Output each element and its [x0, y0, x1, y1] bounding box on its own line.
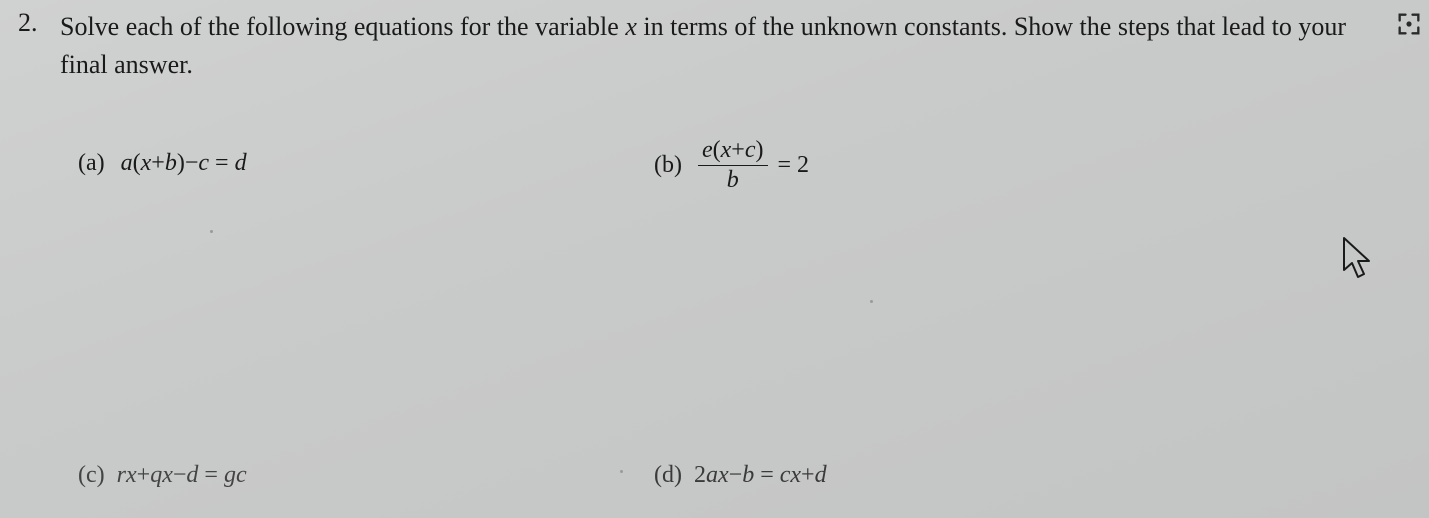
worksheet-page: 2. Solve each of the following equations…	[0, 0, 1429, 518]
problem-variable: x	[625, 12, 637, 41]
part-b-numerator: e(x+c)	[698, 138, 768, 163]
speck	[210, 230, 213, 233]
problem-text: Solve each of the following equations fo…	[60, 8, 1389, 83]
part-d-label: (d)	[654, 462, 682, 489]
part-a-label: (a)	[78, 150, 105, 177]
part-c-label: (c)	[78, 462, 105, 489]
part-b-equals: = 2	[778, 152, 810, 179]
part-c: (c) rx+qx−d = gc	[78, 462, 247, 489]
part-b-denominator: b	[723, 168, 743, 193]
part-b-fraction: e(x+c) b	[698, 138, 768, 193]
speck	[870, 300, 873, 303]
problem-number: 2.	[18, 8, 38, 38]
fraction-bar	[698, 165, 768, 166]
part-d: (d) 2ax−b = cx+d	[654, 462, 827, 489]
part-a-equation: a(x+b)−c = d	[121, 150, 247, 177]
expand-icon[interactable]	[1395, 10, 1423, 38]
part-a: (a) a(x+b)−c = d	[78, 150, 247, 177]
problem-text-pre: Solve each of the following equations fo…	[60, 12, 625, 41]
part-c-equation: rx+qx−d = gc	[117, 462, 247, 489]
cursor-arrow-icon	[1339, 235, 1379, 285]
part-b-equation: e(x+c) b = 2	[692, 138, 809, 193]
part-b-label: (b)	[654, 152, 682, 179]
speck	[620, 470, 623, 473]
part-b: (b) e(x+c) b = 2	[654, 138, 809, 193]
part-d-equation: 2ax−b = cx+d	[694, 462, 827, 489]
